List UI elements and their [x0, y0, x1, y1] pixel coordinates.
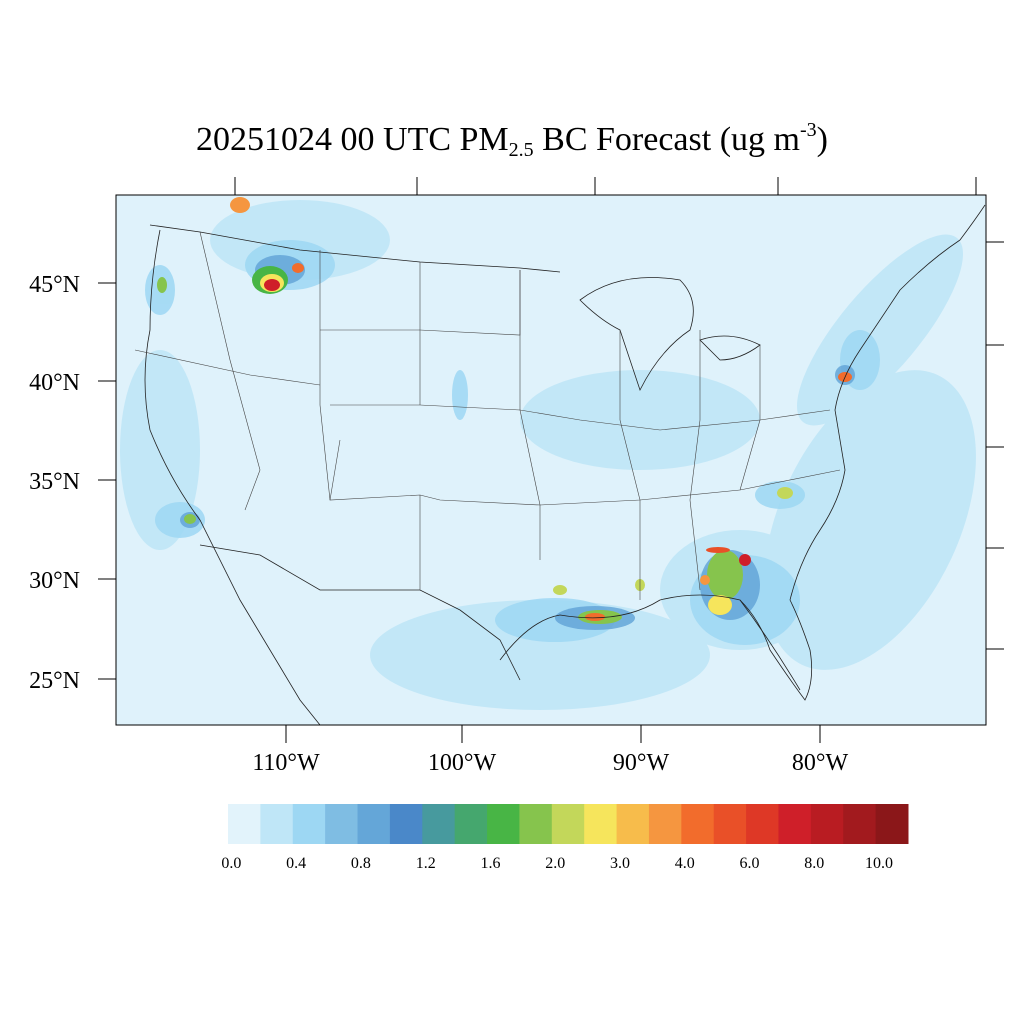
colorbar-swatch: [325, 804, 359, 844]
colorbar-label: 10.0: [865, 855, 893, 872]
title-text-mid: BC Forecast (ug m: [533, 121, 800, 158]
colorbar-label: 1.6: [480, 855, 500, 872]
lon-label-80w: 80°W: [792, 750, 849, 776]
title-text-end: ): [816, 121, 828, 158]
lon-label-90w: 90°W: [613, 750, 670, 776]
colorbar: [228, 804, 909, 844]
colorbar-labels: 0.0 0.4 0.8 1.2 1.6 2.0 3.0 4.0 6.0 8.0 10.0: [221, 855, 893, 872]
lon-label-110w: 110°W: [252, 750, 320, 776]
colorbar-label: 2.0: [545, 855, 565, 872]
colorbar-swatch: [810, 804, 844, 844]
lat-ticks: [98, 282, 116, 680]
colorbar-label: 6.0: [740, 855, 760, 872]
colorbar-swatch: [389, 804, 423, 844]
lat-label-40n: 40°N: [29, 370, 80, 396]
colorbar-swatch: [519, 804, 553, 844]
colorbar-swatch: [648, 804, 682, 844]
concentration-field: [120, 197, 976, 710]
right-ticks: [986, 241, 1004, 650]
colorbar-swatch: [843, 804, 877, 844]
lat-label-25n: 25°N: [29, 668, 80, 694]
colorbar-label: 0.8: [351, 855, 371, 872]
colorbar-label: 4.0: [675, 855, 695, 872]
coastlines-and-borders: [134, 204, 986, 725]
colorbar-label: 0.4: [286, 855, 306, 872]
colorbar-swatch: [551, 804, 585, 844]
bottom-ticks: [285, 725, 821, 743]
colorbar-swatch: [260, 804, 294, 844]
colorbar-swatch: [616, 804, 650, 844]
colorbar-swatch: [357, 804, 391, 844]
colorbar-swatch: [454, 804, 488, 844]
title-text: 20251024 00 UTC PM: [196, 121, 509, 158]
colorbar-swatch: [681, 804, 715, 844]
colorbar-swatch: [778, 804, 812, 844]
lat-label-35n: 35°N: [29, 469, 80, 495]
colorbar-swatch: [228, 804, 261, 844]
colorbar-swatch: [746, 804, 779, 844]
title-subscript: 2.5: [508, 139, 534, 161]
lat-label-45n: 45°N: [29, 272, 80, 298]
colorbar-swatch: [584, 804, 618, 844]
colorbar-swatch: [487, 804, 520, 844]
lat-label-30n: 30°N: [29, 568, 80, 594]
map-title: 20251024 00 UTC PM2.5 BC Forecast (ug m-…: [0, 118, 1024, 162]
colorbar-label: 8.0: [804, 855, 824, 872]
colorbar-swatch: [875, 804, 909, 844]
lon-label-100w: 100°W: [428, 750, 497, 776]
top-ticks: [234, 177, 977, 195]
colorbar-swatch: [292, 804, 326, 844]
title-superscript: -3: [799, 119, 817, 141]
colorbar-label: 1.2: [416, 855, 436, 872]
colorbar-swatch: [422, 804, 456, 844]
colorbar-label: 3.0: [610, 855, 630, 872]
colorbar-swatch: [713, 804, 747, 844]
colorbar-label: 0.0: [221, 855, 241, 872]
